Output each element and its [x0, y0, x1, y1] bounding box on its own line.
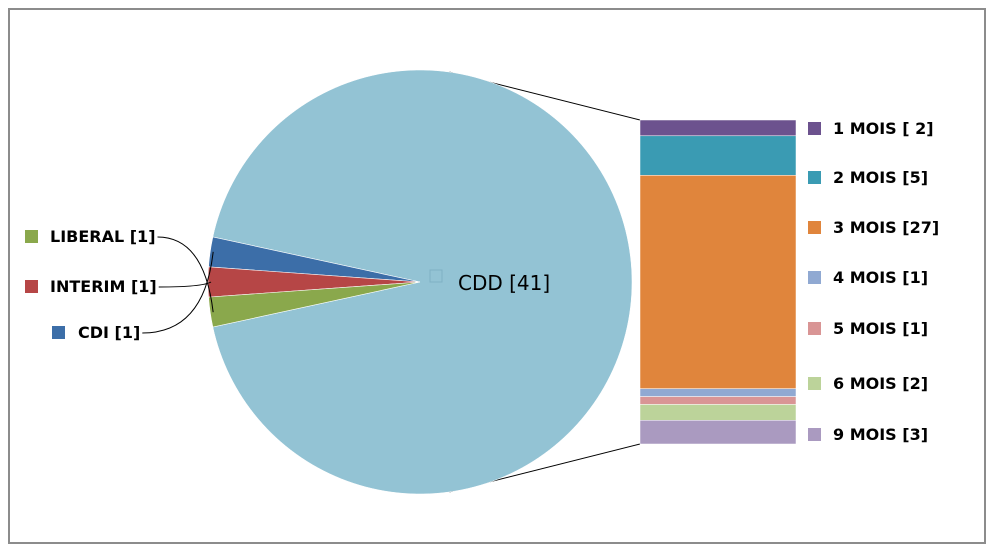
slice-cdd-41 — [212, 69, 633, 495]
leader-line-cdi-1 — [142, 251, 214, 334]
legend-swatch-4-mois-1 — [808, 271, 821, 284]
bar-segment-6-mois-2 — [639, 404, 797, 421]
legend-label-1-mois-2: 1 MOIS [ 2] — [833, 119, 934, 138]
legend-swatch-interim-1 — [25, 280, 38, 293]
bar-segment-3-mois-27 — [639, 175, 797, 389]
bar-segment-1-mois-2 — [639, 119, 797, 137]
legend-swatch-6-mois-2 — [808, 377, 821, 390]
bar-segment-4-mois-1 — [639, 388, 797, 397]
legend-swatch-cdi-1 — [52, 326, 65, 339]
legend-swatch-liberal-1 — [25, 230, 38, 243]
legend-swatch-2-mois-5 — [808, 171, 821, 184]
legend-swatch-9-mois-3 — [808, 428, 821, 441]
legend-swatch-1-mois-2 — [808, 122, 821, 135]
slice-liberal-1 — [208, 281, 421, 328]
legend-label-4-mois-1: 4 MOIS [1] — [833, 268, 928, 287]
leader-line-interim-1 — [158, 281, 212, 288]
pie — [207, 69, 633, 495]
slice-label-cdi-1: CDI [1] — [78, 323, 140, 342]
slice-label-cdd-41: CDD [41] — [458, 271, 550, 295]
legend-label-3-mois-27: 3 MOIS [27] — [833, 218, 939, 237]
bar-segment-9-mois-3 — [639, 420, 797, 445]
legend-label-5-mois-1: 5 MOIS [1] — [833, 319, 928, 338]
legend-label-2-mois-5: 2 MOIS [5] — [833, 168, 928, 187]
legend: 1 MOIS [ 2] 2 MOIS [5] 3 MOIS [27] 4 MOIS [… — [808, 119, 939, 444]
breakdown-bar — [639, 119, 797, 445]
slice-label-liberal-1: LIBERAL [1] — [50, 227, 156, 246]
legend-swatch-cdd-41 — [429, 269, 443, 283]
legend-swatch-3-mois-27 — [808, 221, 821, 234]
bar-segment-2-mois-5 — [639, 135, 797, 176]
pie-labels: LIBERAL [1] INTERIM [1] CDI [1] CDD [41] — [25, 227, 550, 342]
legend-label-6-mois-2: 6 MOIS [2] — [833, 374, 928, 393]
slice-label-interim-1: INTERIM [1] — [50, 277, 157, 296]
leader-line-liberal-1 — [157, 236, 214, 313]
legend-swatch-5-mois-1 — [808, 322, 821, 335]
bar-segment-5-mois-1 — [639, 396, 797, 405]
legend-label-9-mois-3: 9 MOIS [3] — [833, 425, 928, 444]
